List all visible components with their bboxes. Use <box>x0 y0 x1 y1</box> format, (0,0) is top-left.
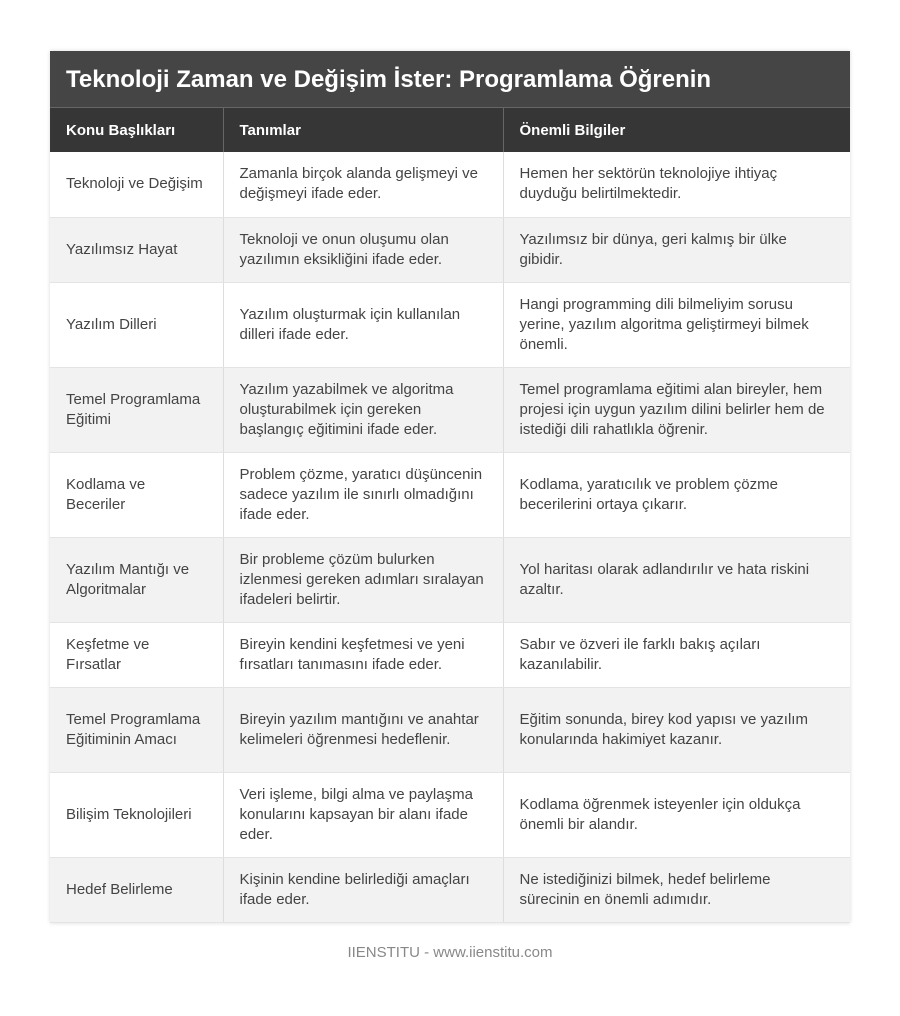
table-row: Keşfetme ve Fırsatlar Bireyin kendini keş… <box>50 622 850 688</box>
definition-cell: Yazılım oluşturmak için kullanılan dille… <box>223 282 504 368</box>
definition-cell: Teknoloji ve onun oluşumu olan yazılımın… <box>223 217 504 283</box>
column-header-key-info: Önemli Bilgiler <box>503 108 850 152</box>
table-row: Kodlama ve Beceriler Problem çözme, yarat… <box>50 452 850 538</box>
table-row: Temel Programlama Eğitimi Yazılım yazabil… <box>50 367 850 453</box>
table-row: Bilişim Teknolojileri Veri işleme, bilgi … <box>50 772 850 858</box>
table-row: Temel Programlama Eğitiminin Amacı Bireyi… <box>50 687 850 773</box>
key-info-cell: Kodlama öğrenmek isteyenler için oldukça… <box>503 772 850 858</box>
definition-cell: Veri işleme, bilgi alma ve paylaşma konu… <box>223 772 504 858</box>
definition-cell: Zamanla birçok alanda gelişmeyi ve değiş… <box>223 152 504 218</box>
table-title: Teknoloji Zaman ve Değişim İster: Progra… <box>50 51 850 108</box>
topic-cell: Hedef Belirleme <box>50 857 224 923</box>
column-header-topics: Konu Başlıkları <box>50 108 224 152</box>
header-row: Konu Başlıkları Tanımlar Önemli Bilgiler <box>50 108 850 152</box>
key-info-cell: Sabır ve özveri ile farklı bakış açıları… <box>503 622 850 688</box>
definition-cell: Bireyin kendini keşfetmesi ve yeni fırsa… <box>223 622 504 688</box>
footer-credit: IIENSTITU - www.iienstitu.com <box>347 944 553 961</box>
topic-cell: Kodlama ve Beceriler <box>50 452 224 538</box>
content-table-card: Teknoloji Zaman ve Değişim İster: Progra… <box>50 51 850 923</box>
key-info-cell: Hemen her sektörün teknolojiye ihtiyaç d… <box>503 152 850 218</box>
table-row: Yazılım Mantığı ve Algoritmalar Bir probl… <box>50 537 850 623</box>
definition-cell: Problem çözme, yaratıcı düşüncenin sadec… <box>223 452 504 538</box>
topic-cell: Yazılımsız Hayat <box>50 217 224 283</box>
definition-cell: Yazılım yazabilmek ve algoritma oluştura… <box>223 367 504 453</box>
table-row: Hedef Belirleme Kişinin kendine belirledi… <box>50 857 850 923</box>
key-info-cell: Yazılımsız bir dünya, geri kalmış bir ül… <box>503 217 850 283</box>
table-row: Teknoloji ve Değişim Zamanla birçok aland… <box>50 152 850 218</box>
key-info-cell: Temel programlama eğitimi alan bireyler,… <box>503 367 850 453</box>
topic-cell: Keşfetme ve Fırsatlar <box>50 622 224 688</box>
key-info-cell: Eğitim sonunda, birey kod yapısı ve yazı… <box>503 687 850 773</box>
table-row: Yazılım Dilleri Yazılım oluşturmak için k… <box>50 282 850 368</box>
column-header-definitions: Tanımlar <box>223 108 504 152</box>
topic-cell: Teknoloji ve Değişim <box>50 152 224 218</box>
topic-cell: Yazılım Dilleri <box>50 282 224 368</box>
topic-cell: Yazılım Mantığı ve Algoritmalar <box>50 537 224 623</box>
table-row: Yazılımsız Hayat Teknoloji ve onun oluşum… <box>50 217 850 283</box>
topic-cell: Temel Programlama Eğitiminin Amacı <box>50 687 224 773</box>
key-info-cell: Hangi programming dili bilmeliyim sorusu… <box>503 282 850 368</box>
key-info-cell: Yol haritası olarak adlandırılır ve hata… <box>503 537 850 623</box>
content-table: Konu Başlıkları Tanımlar Önemli Bilgiler… <box>50 108 850 923</box>
definition-cell: Bir probleme çözüm bulurken izlenmesi ge… <box>223 537 504 623</box>
topic-cell: Bilişim Teknolojileri <box>50 772 224 858</box>
topic-cell: Temel Programlama Eğitimi <box>50 367 224 453</box>
definition-cell: Kişinin kendine belirlediği amaçları ifa… <box>223 857 504 923</box>
key-info-cell: Ne istediğinizi bilmek, hedef belirleme … <box>503 857 850 923</box>
key-info-cell: Kodlama, yaratıcılık ve problem çözme be… <box>503 452 850 538</box>
definition-cell: Bireyin yazılım mantığını ve anahtar kel… <box>223 687 504 773</box>
